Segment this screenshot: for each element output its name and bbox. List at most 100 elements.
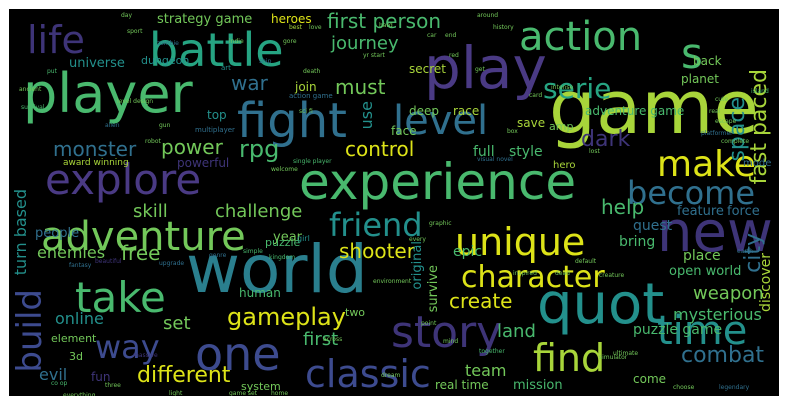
word-level: level	[393, 98, 489, 144]
word-place: place	[683, 248, 721, 264]
word-mysterious: mysterious	[673, 305, 762, 324]
word-force: force	[727, 204, 760, 219]
word-skill: skill	[133, 201, 168, 222]
word-hero: hero	[553, 160, 576, 171]
word-back: back	[693, 54, 722, 68]
word-robot: robot	[145, 138, 161, 145]
word-massive: massive	[133, 352, 158, 359]
word-feature: feature	[677, 204, 724, 219]
word-alien: alien	[105, 122, 120, 129]
word-survival: survival	[21, 104, 45, 111]
word-control: control	[345, 137, 415, 161]
word-style: style	[509, 144, 543, 160]
word-first-person: first person	[327, 9, 441, 33]
word-world: world	[186, 231, 368, 308]
word-mission: mission	[513, 378, 563, 393]
word-power: power	[161, 135, 223, 159]
word-complete: complete	[721, 138, 750, 145]
word-beautiful: beautiful	[95, 258, 122, 265]
word-adventure-game: adventure game	[585, 104, 685, 118]
word-sport: sport	[127, 28, 143, 35]
word-girl: girl	[297, 234, 310, 243]
word-survive: survive	[426, 265, 441, 313]
word-intense: intense	[551, 84, 574, 91]
word-death: death	[303, 68, 321, 75]
word-fight: fight	[237, 93, 347, 149]
word-level-design: level design	[117, 98, 154, 105]
word-epic: epic	[453, 244, 483, 260]
word-environment: environment	[373, 278, 412, 285]
word-must: must	[335, 75, 386, 99]
word-zombie: zombie	[157, 40, 179, 47]
word-box: box	[507, 128, 518, 135]
word-people: people	[35, 226, 80, 241]
word-life: life	[27, 18, 85, 62]
word-lost: lost	[589, 148, 600, 155]
word-indie: indie	[229, 38, 244, 45]
word-evil: evil	[39, 365, 68, 384]
word-three: three	[105, 382, 121, 389]
word-kingdom: kingdom	[269, 254, 296, 261]
word-sci-fi: sci fi	[299, 108, 313, 115]
word-every: every	[409, 236, 426, 243]
word-get: get	[475, 66, 485, 73]
word-time: time	[657, 308, 748, 354]
word-welcome: welcome	[271, 166, 298, 173]
word-earth: earth	[737, 248, 753, 255]
word-race: race	[453, 104, 480, 118]
word-human: human	[239, 286, 281, 300]
word-real: real	[709, 108, 721, 115]
word-card: card	[529, 92, 543, 99]
word-universe: universe	[69, 56, 125, 71]
word-one: one	[195, 327, 281, 381]
word-weapon: weapon	[693, 283, 764, 304]
word-inspired: inspired	[513, 270, 537, 277]
word-multiplayer: multiplayer	[195, 126, 235, 134]
word-deep: deep	[409, 104, 439, 118]
word-adventure: adventure	[41, 214, 246, 260]
word-simulator: simulator	[599, 354, 628, 361]
word-gun: gun	[159, 122, 171, 129]
word-fun: fun	[91, 370, 111, 384]
word-point: point	[421, 320, 437, 327]
word-story: story	[391, 307, 503, 358]
word-element: element	[51, 332, 97, 345]
word-around: around	[477, 12, 499, 19]
word-face: face	[391, 124, 417, 138]
word-player: player	[23, 62, 193, 125]
word-secret: secret	[409, 62, 446, 76]
word-amp: amp	[549, 120, 574, 133]
word-set: set	[163, 313, 191, 334]
word-two: two	[345, 306, 366, 319]
word-become: become	[627, 174, 756, 212]
word-planet: planet	[681, 72, 719, 86]
word-enemies: enemies	[37, 243, 106, 262]
word-turn-based: turn based	[11, 189, 30, 276]
word-creature: creature	[599, 272, 625, 279]
word-play: play	[424, 34, 547, 102]
word-home: home	[271, 390, 289, 397]
word-history: history	[493, 24, 514, 31]
word-use: use	[357, 101, 376, 130]
word-unique: unique	[455, 220, 586, 264]
word-put: put	[47, 68, 57, 75]
word-ultimate: ultimate	[613, 350, 639, 357]
word-puzzle: puzzle	[265, 236, 301, 249]
word-save: save	[517, 116, 546, 130]
word-year: year	[273, 230, 303, 245]
word-game-set: game set	[229, 390, 258, 397]
word-original: original	[410, 241, 425, 290]
word-online: online	[55, 309, 104, 328]
word-team: team	[465, 361, 507, 380]
word-bring: bring	[619, 234, 656, 250]
word-visual-novel: visual novel	[477, 156, 513, 163]
word-award-winning: award winning	[63, 158, 129, 168]
word-gore: gore	[283, 38, 297, 45]
word-character: character	[461, 260, 605, 295]
word-hard: hard	[379, 22, 393, 29]
word-s: s	[681, 29, 703, 78]
word-heroes: heroes	[271, 12, 312, 26]
word-open-world: open world	[669, 264, 742, 279]
word-monster: monster	[53, 137, 137, 161]
word-default: default	[575, 258, 597, 265]
